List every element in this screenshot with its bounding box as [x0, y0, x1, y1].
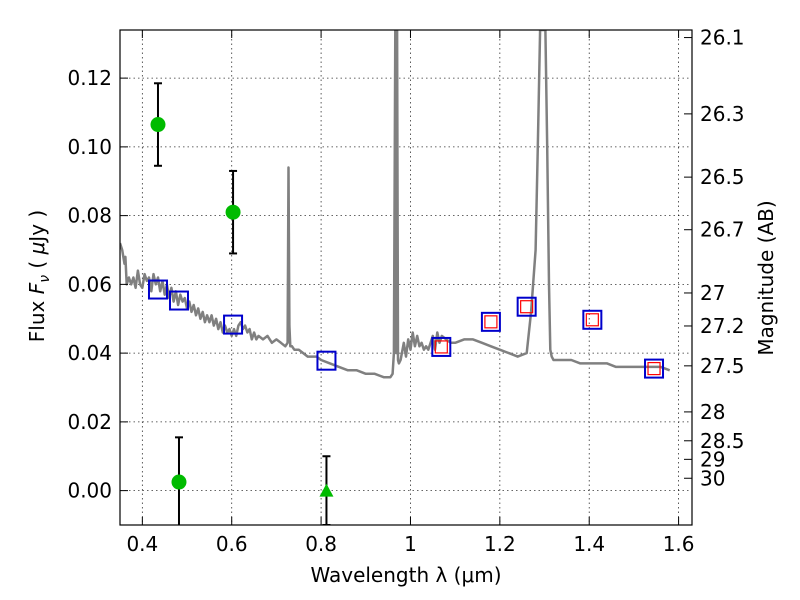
model-flux-square	[316, 350, 337, 371]
model-spectrum	[120, 30, 671, 379]
magnitude-axis-label: Magnitude (AB)	[754, 200, 778, 355]
model-flux-square	[516, 296, 537, 317]
photometry-markers	[147, 82, 665, 525]
model-spectrum-line	[120, 30, 671, 379]
magnitude-tick-label: 27	[700, 281, 725, 305]
y-tick-label: 0.08	[67, 204, 112, 228]
model-flux-square	[431, 336, 452, 357]
y-axis-label-unit: Jy )	[25, 210, 49, 244]
magnitude-tick-label: 29	[700, 447, 725, 471]
model-flux-square	[168, 290, 189, 311]
magnitude-tick-label: 30	[700, 466, 725, 490]
model-flux-square	[147, 279, 168, 300]
y-axis-ticks: 0.00 0.02 0.04 0.06 0.08 0.10 0.12	[67, 66, 128, 503]
y-tick-label: 0.02	[67, 410, 112, 434]
y-axis-label-subscript: ν	[37, 275, 53, 283]
model-flux-square	[644, 358, 665, 379]
magnitude-tick-label: 26.5	[700, 165, 745, 189]
magnitude-tick-label: 26.7	[700, 218, 745, 242]
x-tick-label: 1	[404, 532, 417, 556]
y-tick-label: 0.10	[67, 135, 112, 159]
magnitude-tick-label: 27.5	[700, 354, 745, 378]
observed-band-square	[585, 313, 599, 327]
y-tick-label: 0.12	[67, 66, 112, 90]
magnitude-tick-label: 26.3	[700, 102, 745, 126]
x-tick-label: 0.6	[216, 532, 248, 556]
y-axis-label: Flux Fν ( μJy )	[25, 210, 53, 342]
x-tick-label: 0.4	[126, 532, 158, 556]
plot-area-frame	[119, 29, 693, 526]
x-tick-label: 1.6	[663, 532, 695, 556]
photometry-point	[171, 474, 187, 490]
y-axis-label-symbol: F	[25, 282, 49, 294]
grid-lines	[120, 30, 692, 525]
x-tick-label: 1.4	[573, 532, 605, 556]
photometry-point	[150, 117, 166, 133]
y-axis-label-open: (	[25, 254, 49, 275]
observed-band-square	[434, 340, 448, 354]
magnitude-tick-label: 28	[700, 400, 725, 424]
x-axis-label: Wavelength λ (μm)	[310, 563, 501, 587]
x-tick-label: 0.8	[305, 532, 337, 556]
observed-band-square	[484, 315, 498, 329]
observed-band-square	[647, 361, 661, 376]
photometry-point	[225, 204, 241, 220]
model-flux-square	[480, 311, 501, 332]
y-axis-label-mu: μ	[25, 242, 49, 256]
x-axis-ticks: 0.4 0.6 0.8 1 1.2 1.4 1.6	[126, 30, 695, 556]
y-tick-label: 0.04	[67, 341, 112, 365]
photometry-triangle	[319, 483, 334, 497]
model-flux-square	[582, 309, 603, 330]
y-tick-label: 0.06	[67, 272, 112, 296]
magnitude-tick-label: 27.2	[700, 314, 745, 338]
magnitude-tick-label: 26.1	[700, 26, 745, 50]
y-tick-label: 0.00	[67, 479, 112, 503]
observed-band-square	[520, 300, 534, 314]
model-flux-square	[223, 314, 244, 335]
x-tick-label: 1.2	[484, 532, 516, 556]
y-axis-label-prefix: Flux	[25, 294, 49, 342]
magnitude-tick-label: 28.5	[700, 429, 745, 453]
